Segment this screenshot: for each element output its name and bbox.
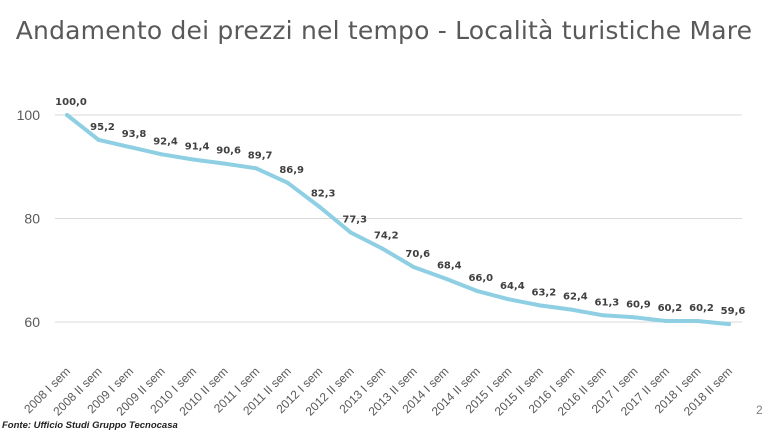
data-label: 59,6 xyxy=(721,306,746,317)
data-point xyxy=(348,230,353,235)
series-line-path xyxy=(65,113,731,327)
series-line xyxy=(65,113,731,327)
y-tick-label: 100 xyxy=(17,107,41,123)
data-label: 60,9 xyxy=(626,299,651,310)
corner-mark: 2 xyxy=(756,403,763,417)
data-label: 60,2 xyxy=(689,303,714,314)
data-label: 100,0 xyxy=(55,97,87,108)
data-point xyxy=(285,180,290,185)
data-label: 60,2 xyxy=(658,303,683,314)
data-label: 95,2 xyxy=(90,122,115,133)
data-label: 62,4 xyxy=(563,292,588,303)
data-point xyxy=(254,166,259,171)
data-point xyxy=(632,315,637,320)
data-point xyxy=(506,297,511,302)
data-point xyxy=(695,318,700,323)
data-label: 61,3 xyxy=(595,297,620,308)
data-point xyxy=(537,303,542,308)
data-point xyxy=(128,145,133,150)
gridlines xyxy=(55,114,742,323)
data-label: 68,4 xyxy=(437,261,462,272)
data-point xyxy=(443,276,448,281)
source-note: Fonte: Ufficio Studi Gruppo Tecnocasa xyxy=(2,420,178,431)
data-point xyxy=(727,322,731,327)
data-label: 64,4 xyxy=(500,281,525,292)
y-tick-label: 60 xyxy=(24,314,40,330)
data-point xyxy=(317,204,322,209)
data-label: 89,7 xyxy=(248,150,273,161)
data-label: 92,4 xyxy=(153,136,178,147)
data-label: 82,3 xyxy=(311,189,336,200)
data-point xyxy=(663,318,668,323)
data-label: 91,4 xyxy=(185,142,210,153)
data-label: 70,6 xyxy=(405,249,430,260)
data-label: 86,9 xyxy=(279,165,304,176)
y-tick-label: 80 xyxy=(24,211,40,227)
data-point xyxy=(96,137,101,142)
data-label: 66,0 xyxy=(468,273,493,284)
data-point xyxy=(474,288,479,293)
data-point xyxy=(222,161,227,166)
data-point xyxy=(569,307,574,312)
data-point xyxy=(191,157,196,162)
data-labels: 100,0 95,2 93,8 92,4 91,4 90,6 89,7 86,9 82,3 77,… xyxy=(55,97,746,327)
data-label: 90,6 xyxy=(216,146,241,157)
data-label: 77,3 xyxy=(342,214,367,225)
data-point xyxy=(159,152,164,157)
data-label: 93,8 xyxy=(122,129,147,140)
data-point xyxy=(380,246,385,251)
data-label: 74,2 xyxy=(374,231,399,242)
chart-title: Andamento dei prezzi nel tempo - Localit… xyxy=(15,16,753,45)
data-point xyxy=(411,265,416,270)
y-axis-ticks: 60 80 100 xyxy=(17,107,41,330)
data-point xyxy=(65,113,69,117)
data-point xyxy=(600,313,605,318)
data-label: 63,2 xyxy=(532,287,557,298)
